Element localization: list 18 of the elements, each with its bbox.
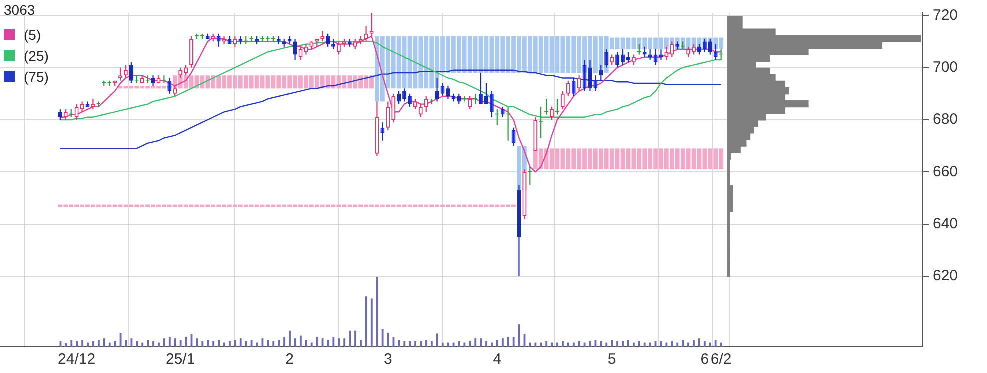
x-tick-label: 6/2 — [710, 351, 732, 368]
y-tick-label: 620 — [933, 268, 958, 285]
legend-label: (75) — [24, 68, 49, 84]
x-tick-label: 4 — [493, 351, 502, 368]
y-tick-label: 700 — [933, 58, 958, 76]
x-tick-label: 3 — [384, 351, 392, 368]
chart-title: 3063 — [4, 2, 36, 18]
x-tick-label: 5 — [608, 351, 616, 368]
y-tick-label: 660 — [933, 163, 958, 180]
x-tick-label: 2 — [286, 351, 294, 368]
x-tick-label: 24/12 — [58, 351, 96, 368]
y-tick-label: 720 — [933, 6, 958, 24]
legend-label: (5) — [24, 26, 42, 42]
y-tick-label: 640 — [933, 216, 958, 232]
y-tick-label: 680 — [933, 111, 958, 128]
x-tick-label: 25/1 — [166, 351, 196, 368]
legend-label: (25) — [24, 48, 49, 64]
x-tick-label: 6 — [700, 351, 710, 368]
